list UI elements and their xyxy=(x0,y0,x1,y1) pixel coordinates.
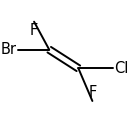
Text: F: F xyxy=(30,23,38,38)
Text: Cl: Cl xyxy=(115,61,129,76)
Text: Br: Br xyxy=(1,42,17,57)
Text: F: F xyxy=(88,85,96,100)
